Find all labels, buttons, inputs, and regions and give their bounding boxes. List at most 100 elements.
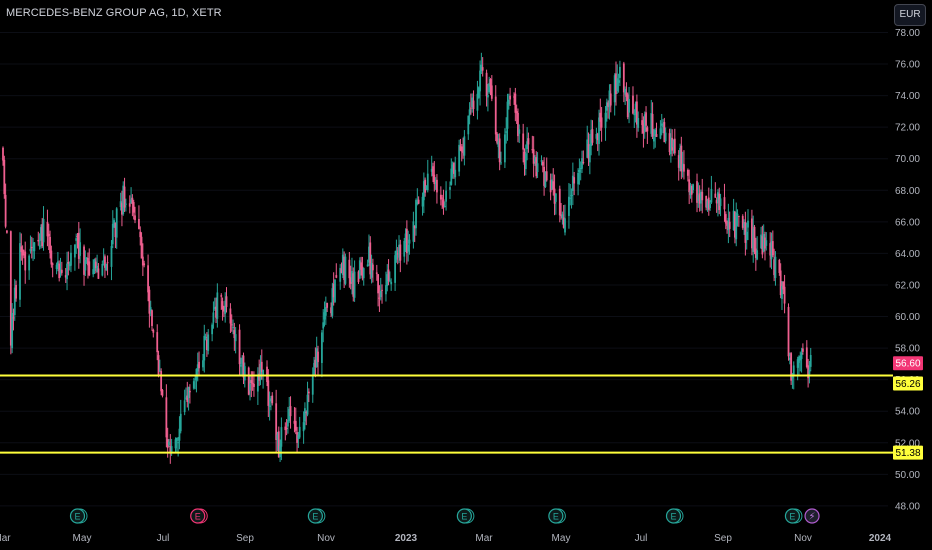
- candle-body: [564, 218, 566, 233]
- candle-body: [46, 221, 49, 237]
- candle-body: [33, 242, 36, 252]
- currency-button[interactable]: EUR: [894, 4, 926, 26]
- candle-body: [275, 403, 278, 440]
- candle-body: [102, 260, 105, 262]
- candle-body: [714, 193, 717, 198]
- candle-body: [243, 366, 246, 381]
- candle-body: [321, 332, 323, 363]
- candle-body: [55, 264, 58, 270]
- candle-body: [605, 102, 608, 111]
- candle-body: [498, 138, 501, 163]
- candle-body: [110, 246, 113, 267]
- candle-body: [335, 275, 338, 278]
- candle-body: [513, 96, 515, 98]
- candle-body: [664, 132, 667, 142]
- candle-body: [166, 439, 169, 449]
- candle-body: [178, 428, 181, 441]
- candle-body: [183, 400, 186, 413]
- candle-body: [225, 296, 228, 307]
- candle-body: [808, 369, 811, 375]
- candle-body: [509, 95, 512, 100]
- candle-body: [378, 297, 381, 299]
- y-tick-label: 70.00: [895, 154, 920, 165]
- candle-body: [119, 201, 122, 208]
- candle-body: [169, 446, 172, 454]
- candle-body: [388, 280, 391, 282]
- candle-body: [598, 117, 600, 144]
- price-label-text: 51.38: [895, 448, 920, 459]
- candle-body: [671, 137, 674, 151]
- candle-body: [735, 212, 738, 240]
- candle-body: [75, 238, 78, 241]
- candle-body: [723, 197, 726, 210]
- candle-body: [203, 335, 206, 361]
- y-tick-label: 60.00: [895, 312, 920, 323]
- candle-body: [578, 169, 581, 173]
- x-tick-label: May: [73, 533, 92, 544]
- candle-body: [668, 133, 671, 153]
- candle-body: [161, 389, 164, 396]
- candle-body: [788, 357, 791, 360]
- candle-body: [809, 354, 812, 367]
- candle-body: [663, 122, 666, 143]
- candle-body: [570, 195, 573, 197]
- candle-body: [141, 256, 144, 266]
- candle-body: [514, 93, 517, 113]
- candle-body: [527, 138, 530, 145]
- candle-body: [270, 398, 272, 402]
- candle-body: [646, 127, 649, 132]
- candle-body: [29, 248, 32, 252]
- candle-body: [360, 262, 363, 270]
- candle-body: [111, 223, 114, 245]
- y-tick-label: 48.00: [895, 501, 920, 512]
- candle-body: [279, 445, 281, 458]
- time-axis[interactable]: Mar May Jul Sep Nov 2023 Mar May Jul Sep Nov 2024: [0, 533, 892, 544]
- candle-body: [297, 434, 300, 440]
- candle-body: [369, 242, 372, 275]
- candle-body: [744, 222, 747, 243]
- candle-body: [207, 334, 210, 351]
- candle-body: [659, 128, 662, 139]
- candle-body: [683, 164, 685, 172]
- candle-body: [654, 129, 657, 137]
- candle-body: [707, 197, 710, 210]
- candle-body: [186, 395, 189, 402]
- y-tick-label: 76.00: [895, 60, 920, 71]
- candle-body: [616, 78, 619, 91]
- candle-body: [522, 133, 525, 150]
- candle-body: [700, 191, 702, 204]
- candle-body: [395, 250, 398, 260]
- candle-body: [622, 63, 625, 93]
- event-markers: E E E E E E E ⚡: [69, 508, 820, 524]
- y-tick-label: 66.00: [895, 217, 920, 228]
- y-tick-label: 72.00: [895, 123, 920, 134]
- candle-body: [104, 256, 106, 268]
- horizontal-levels: [0, 374, 893, 454]
- candle-body: [405, 228, 408, 254]
- candle-body: [175, 437, 178, 441]
- candle-body: [139, 231, 142, 238]
- candle-body: [165, 397, 168, 438]
- candle-body: [800, 352, 803, 359]
- candle-body: [268, 405, 271, 407]
- candle-body: [221, 301, 224, 309]
- candle-body: [293, 420, 296, 424]
- candle-body: [807, 365, 810, 379]
- x-tick-label: May: [552, 533, 571, 544]
- candle-body: [477, 87, 480, 98]
- candle-body: [96, 265, 99, 273]
- candle-body: [781, 285, 783, 299]
- candle-body: [311, 376, 314, 395]
- earnings-icon: [69, 508, 86, 524]
- candle-body: [260, 361, 263, 372]
- candle-body: [801, 348, 804, 352]
- candle-body: [211, 324, 214, 335]
- event-badge-circle: [804, 508, 820, 524]
- candle-body: [503, 134, 506, 163]
- candle-body: [151, 310, 153, 326]
- candle-body: [213, 307, 216, 309]
- candle-body: [195, 368, 198, 380]
- price-labels: 56.60 56.26 51.38: [893, 356, 923, 460]
- candle-body: [343, 256, 346, 281]
